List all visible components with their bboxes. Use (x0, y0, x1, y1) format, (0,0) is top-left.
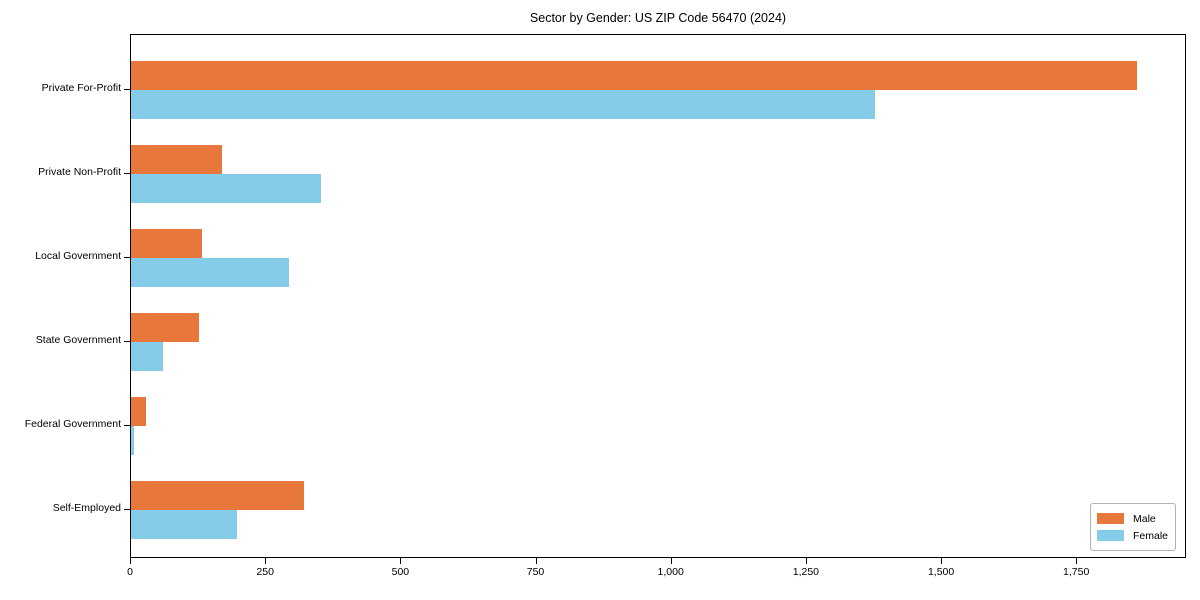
x-tick-mark (535, 558, 537, 564)
female-bar (131, 342, 164, 371)
y-tick-mark (124, 509, 130, 510)
x-tick-label: 1,750 (1063, 566, 1090, 578)
male-bar (131, 397, 147, 426)
plot-area: Male Female (130, 34, 1186, 558)
legend-label-female: Female (1133, 529, 1169, 542)
female-bar (131, 258, 289, 287)
y-tick-mark (124, 173, 130, 174)
legend: Male Female (1090, 503, 1176, 551)
x-tick-mark (1076, 558, 1078, 564)
chart-title: Sector by Gender: US ZIP Code 56470 (202… (529, 11, 787, 25)
x-tick-label: 750 (526, 566, 545, 578)
y-tick-label: Federal Government (24, 418, 121, 430)
legend-entry-female: Female (1097, 527, 1169, 544)
x-tick-mark (130, 558, 131, 564)
x-tick-label: 1,500 (927, 566, 955, 578)
x-tick-label: 0 (127, 566, 133, 578)
y-tick-label: Self-Employed (52, 502, 121, 514)
x-tick-label: 1,000 (657, 566, 684, 578)
female-series-swatch (1097, 530, 1124, 541)
y-tick-label: Private Non-Profit (38, 166, 121, 178)
female-bar (131, 90, 875, 119)
female-bar (131, 426, 134, 455)
male-bar (131, 61, 1137, 90)
y-tick-mark (124, 257, 130, 258)
y-tick-mark (124, 89, 130, 90)
female-bar (131, 174, 322, 203)
x-tick-label: 500 (391, 566, 410, 578)
y-tick-mark (124, 341, 130, 342)
legend-label-male: Male (1133, 512, 1156, 525)
male-bar (131, 313, 200, 342)
x-tick-label: 250 (256, 566, 274, 578)
legend-entry-male: Male (1097, 510, 1167, 527)
x-tick-mark (670, 558, 672, 564)
y-tick-label: Private For-Profit (41, 82, 121, 94)
x-tick-mark (265, 558, 267, 564)
x-tick-mark (400, 558, 402, 564)
y-tick-label: Local Government (35, 250, 121, 262)
female-bar (131, 510, 237, 539)
x-tick-mark (941, 558, 943, 564)
male-bar (131, 145, 222, 174)
male-bar (131, 481, 304, 510)
male-bar (131, 229, 202, 258)
male-series-swatch (1097, 513, 1124, 524)
y-tick-mark (124, 425, 130, 426)
y-tick-label: State Government (35, 334, 121, 346)
x-tick-mark (805, 558, 807, 564)
x-tick-label: 1,250 (792, 566, 820, 578)
